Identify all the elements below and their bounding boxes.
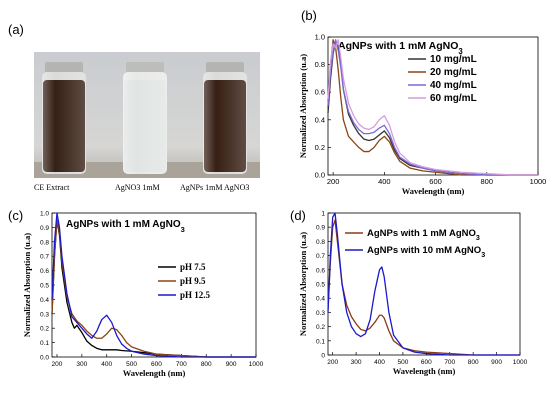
chart-b-xtick-label: 800	[481, 177, 494, 186]
chart-d-legend-label-1: AgNPs with 1 mM AgNO3	[367, 228, 480, 242]
chart-c-xtick-label: 400	[101, 361, 112, 368]
chart-d-ytick-label: 1	[321, 211, 325, 218]
chart-b-legend-label-2: 20 mg/mL	[430, 67, 477, 78]
chart-c-ytick-label: 0.8	[40, 239, 49, 246]
vial-label-agno3: AgNO3 1mM	[115, 183, 160, 192]
chart-b-ytick-label: 1.0	[315, 33, 325, 42]
chart-d-ytick-label: 0.1	[316, 338, 325, 345]
chart-c-series-line-3	[51, 212, 256, 358]
chart-c-ytick-label: 0.7	[40, 254, 49, 261]
chart-d-ytick-label: 0.9	[316, 225, 325, 232]
chart-c-xtick-label: 1000	[249, 361, 264, 368]
chart-b-series-line-3	[327, 39, 538, 176]
chart-c-ytick-label: 0.3	[40, 311, 49, 318]
chart-b-series-line-2	[327, 39, 538, 176]
chart-c-xtick-label: 700	[176, 361, 187, 368]
vial-2	[123, 62, 167, 174]
chart-d-xlabel: Wavelength (nm)	[393, 366, 456, 376]
chart-d-xtick-label: 700	[444, 359, 455, 366]
vial-label-ce-extract: CE Extract	[34, 183, 70, 192]
chart-b-ytick-label: 0.8	[315, 60, 325, 69]
chart-c-ytick-label: 0.9	[40, 225, 49, 232]
chart-d-series-line-1	[327, 219, 520, 356]
chart-b-group: 200 400 600 800 1000 0.0 0.2 0.4 0.6 0.8 1.0 Wavele…	[298, 33, 546, 197]
vials-photo-drawing	[34, 52, 260, 178]
chart-b-xtick-label: 1000	[530, 177, 547, 186]
chart-b-xlabel: Wavelength (nm)	[402, 186, 465, 196]
vial-label-agnps: AgNPs 1mM AgNO3	[180, 183, 250, 192]
chart-d-ytick-label: 0.7	[316, 253, 325, 260]
chart-d-xtick-label: 600	[421, 359, 432, 366]
vial-1	[42, 62, 86, 174]
chart-c-group: 200 300 400 500 600 700 800 900 1000 0.0 0.1 0.2 0.3…	[22, 211, 264, 379]
chart-c-ytick-label: 1.0	[40, 211, 49, 218]
chart-d-xtick-label: 1000	[513, 359, 528, 366]
chart-b-ylabel: Normalized Absorption (u.a)	[298, 54, 308, 158]
chart-d-xtick-label: 300	[351, 359, 362, 366]
panel-label-d: (d)	[290, 208, 306, 223]
chart-c-xtick-label: 900	[226, 361, 237, 368]
chart-d-group: 200 300 400 500 600 700 800 900 1000 0 0.1 0.2 0.3 0.…	[298, 211, 528, 377]
chart-c-title: AgNPs with 1 mM AgNO3	[66, 219, 185, 234]
chart-c-frame	[51, 212, 257, 358]
chart-b-ytick-label: 0.6	[315, 88, 325, 97]
chart-c-legend-label-2: pH 9.5	[180, 276, 206, 286]
chart-c-series-line-1	[51, 219, 256, 358]
chart-d-xtick-label: 400	[374, 359, 385, 366]
chart-c-xtick-label: 500	[126, 361, 137, 368]
chart-c-xlabel: Wavelength (nm)	[123, 368, 186, 378]
chart-d-xtick-label: 200	[327, 359, 338, 366]
chart-d-ytick-label: 0.6	[316, 267, 325, 274]
chart-c-ytick-label: 0.6	[40, 268, 49, 275]
chart-d-xtick-label: 800	[468, 359, 479, 366]
chart-d-ytick-label: 0.2	[316, 324, 325, 331]
chart-b-xtick-label: 600	[429, 177, 442, 186]
chart-b-legend-label-4: 60 mg/mL	[430, 93, 477, 104]
chart-c-xtick-label: 800	[201, 361, 212, 368]
chart-d-series-line-2	[327, 212, 520, 356]
chart-d-ytick-label: 0	[321, 353, 325, 360]
chart-b-legend-label-3: 40 mg/mL	[430, 80, 477, 91]
chart-b-ytick-label: 0.0	[315, 171, 325, 180]
chart-c-ytick-label: 0.2	[40, 326, 49, 333]
vial-3	[203, 62, 247, 174]
chart-b-xtick-label: 200	[327, 177, 340, 186]
chart-d-ytick-label: 0.8	[316, 239, 325, 246]
chart-d-ytick-label: 0.5	[316, 282, 325, 289]
chart-d-ytick-label: 0.3	[316, 310, 325, 317]
chart-c-series-line-2	[51, 219, 256, 358]
chart-b-series-line-4	[327, 39, 538, 176]
chart-c-ylabel: Normalized Absorption (u.a)	[22, 233, 32, 337]
chart-b-ytick-label: 0.2	[315, 143, 325, 152]
chart-c-legend-label-3: pH 12.5	[180, 290, 211, 300]
chart-d-ylabel: Normalized Absorption (u.a)	[298, 232, 308, 336]
panel-label-a: (a)	[8, 22, 24, 37]
chart-d-xtick-label: 500	[397, 359, 408, 366]
panel-label-c: (c)	[8, 208, 24, 223]
chart-c-xtick-label: 600	[151, 361, 162, 368]
chart-b-title: AgNPs with 1 mM AgNO3	[338, 40, 463, 56]
chart-c-ytick-label: 0.1	[40, 340, 49, 347]
chart-d-ytick-label: 0.4	[316, 296, 325, 303]
chart-b-legend-label-1: 10 mg/mL	[430, 54, 477, 65]
chart-d-legend-label-2: AgNPs with 10 mM AgNO3	[367, 245, 485, 259]
vials-photo	[34, 52, 260, 178]
chart-c-ytick-label: 0.0	[40, 355, 49, 362]
chart-b-ytick-label: 0.4	[315, 115, 325, 124]
chart-b-xtick-label: 400	[378, 177, 391, 186]
panel-label-b: (b)	[301, 8, 317, 23]
chart-c-legend-label-1: pH 7.5	[180, 262, 206, 272]
chart-c-xtick-label: 200	[52, 361, 63, 368]
chart-c-ytick-label: 0.4	[40, 297, 49, 304]
chart-c-ytick-label: 0.5	[40, 283, 49, 290]
chart-c-xtick-label: 300	[76, 361, 87, 368]
chart-d-xtick-label: 900	[491, 359, 502, 366]
